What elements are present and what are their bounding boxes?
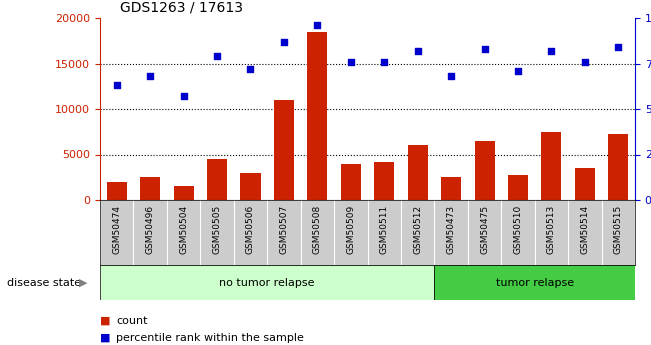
Text: GDS1263 / 17613: GDS1263 / 17613 xyxy=(120,1,243,14)
Point xyxy=(145,73,156,79)
Bar xyxy=(575,168,595,200)
Bar xyxy=(274,100,294,200)
Text: percentile rank within the sample: percentile rank within the sample xyxy=(117,333,304,343)
Bar xyxy=(307,32,327,200)
Text: GSM50507: GSM50507 xyxy=(279,205,288,255)
Text: GSM50510: GSM50510 xyxy=(514,205,523,255)
Point xyxy=(413,48,423,53)
Text: GSM50506: GSM50506 xyxy=(246,205,255,255)
Bar xyxy=(408,145,428,200)
Bar xyxy=(174,186,193,200)
Text: GSM50512: GSM50512 xyxy=(413,205,422,254)
Text: count: count xyxy=(117,316,148,326)
Text: GSM50513: GSM50513 xyxy=(547,205,556,255)
Text: GSM50474: GSM50474 xyxy=(112,205,121,254)
Text: GSM50473: GSM50473 xyxy=(447,205,456,254)
Text: GSM50515: GSM50515 xyxy=(614,205,623,255)
Point xyxy=(513,68,523,73)
Text: ■: ■ xyxy=(100,316,111,326)
Point xyxy=(312,22,322,28)
Bar xyxy=(441,177,461,200)
Point xyxy=(446,73,456,79)
Point xyxy=(279,39,289,45)
Bar xyxy=(207,159,227,200)
Point xyxy=(245,66,256,72)
Point xyxy=(346,59,356,65)
Text: GSM50514: GSM50514 xyxy=(580,205,589,254)
Text: ▶: ▶ xyxy=(79,277,87,287)
Bar xyxy=(240,173,260,200)
Bar xyxy=(508,175,528,200)
Bar xyxy=(340,164,361,200)
Bar xyxy=(542,132,561,200)
Bar xyxy=(100,265,434,300)
Text: tumor relapse: tumor relapse xyxy=(495,277,574,287)
Text: GSM50505: GSM50505 xyxy=(212,205,221,255)
Point xyxy=(613,45,624,50)
Point xyxy=(546,48,557,53)
Text: GSM50504: GSM50504 xyxy=(179,205,188,254)
Bar xyxy=(140,177,160,200)
Bar xyxy=(608,134,628,200)
Text: ■: ■ xyxy=(100,333,111,343)
Bar xyxy=(107,182,127,200)
Point xyxy=(379,59,389,65)
Point xyxy=(212,53,222,59)
Text: GSM50496: GSM50496 xyxy=(146,205,155,254)
Text: no tumor relapse: no tumor relapse xyxy=(219,277,315,287)
Point xyxy=(111,82,122,88)
Text: disease state: disease state xyxy=(7,277,81,287)
Text: GSM50508: GSM50508 xyxy=(313,205,322,255)
Text: GSM50511: GSM50511 xyxy=(380,205,389,255)
Bar xyxy=(434,265,635,300)
Bar xyxy=(374,162,395,200)
Point xyxy=(579,59,590,65)
Text: GSM50475: GSM50475 xyxy=(480,205,489,254)
Point xyxy=(178,93,189,99)
Point xyxy=(479,46,490,52)
Text: GSM50509: GSM50509 xyxy=(346,205,355,255)
Bar xyxy=(475,141,495,200)
